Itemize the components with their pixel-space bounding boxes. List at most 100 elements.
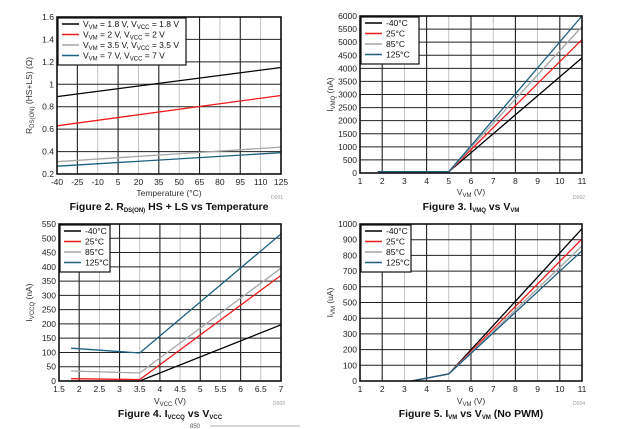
x-tick-label: 1 <box>358 384 363 394</box>
x-tick-label: 8 <box>513 384 518 394</box>
y-tick-label: 550 <box>42 219 56 229</box>
y-tick-label: 600 <box>343 282 357 292</box>
y-tick-label: 900 <box>343 235 357 245</box>
legend-box <box>360 224 412 273</box>
x-tick-label: 3 <box>402 384 407 394</box>
y-tick-label: 3500 <box>338 76 357 86</box>
x-axis-label: VVM (V) <box>457 187 486 199</box>
legend-entry-label: 85°C <box>386 39 405 49</box>
x-axis-label: Temperature (°C) <box>136 188 201 198</box>
legend-entry-label: 125°C <box>85 258 109 268</box>
y-tick-label: 0.2 <box>42 169 54 179</box>
x-tick-label: 10 <box>555 384 565 394</box>
x-tick-label: 7 <box>279 384 284 394</box>
y-tick-label: 200 <box>42 319 56 329</box>
x-tick-label: 4 <box>158 384 163 394</box>
y-tick-label: 50 <box>47 362 57 372</box>
y-tick-label: 1000 <box>338 219 357 229</box>
figure-code: D004 <box>573 401 585 407</box>
x-tick-label: 2 <box>77 384 82 394</box>
x-tick-label: 6 <box>469 176 474 186</box>
x-tick-label: -40 <box>51 177 64 187</box>
legend-box <box>57 17 187 66</box>
x-tick-label: 5 <box>116 177 121 187</box>
plot-frame <box>359 223 583 382</box>
series-line-125-c <box>377 15 583 173</box>
figure-caption: Figure 3. IVMQ vs VVM <box>423 201 520 214</box>
y-tick-label: 0 <box>51 376 56 386</box>
legend-entry-label: VVM = 7 V, VVCC = 7 V <box>83 51 165 63</box>
legend-entry-label: VVM = 3.5 V, VVCC = 3.5 V <box>83 40 179 52</box>
x-tick-label: 80 <box>215 177 225 187</box>
x-tick-label: 35 <box>154 177 164 187</box>
plot-frame <box>58 223 282 382</box>
x-tick-label: 11 <box>578 176 587 186</box>
y-tick-label: 300 <box>42 290 56 300</box>
y-tick-label: 5500 <box>338 24 357 34</box>
x-tick-label: 9 <box>535 384 540 394</box>
legend-entry-label: VVM = 1.8 V, VVCC = 1.8 V <box>83 19 179 31</box>
y-tick-label: 250 <box>42 305 56 315</box>
y-axis-label: IVCCQ (nA) <box>24 283 36 321</box>
x-axis-label: VVM (V) <box>457 396 486 408</box>
x-tick-label: 2 <box>380 176 385 186</box>
y-tick-label: 200 <box>343 345 357 355</box>
y-tick-label: 0 <box>352 376 357 386</box>
series-line-125-c <box>410 250 583 382</box>
x-tick-label: 4.5 <box>174 384 186 394</box>
x-tick-label: 7 <box>491 384 496 394</box>
y-tick-label: 2500 <box>338 103 357 113</box>
figure-code: D002 <box>573 195 585 201</box>
y-tick-label: 500 <box>343 298 357 308</box>
x-tick-label: 4 <box>424 384 429 394</box>
x-tick-label: -25 <box>71 177 84 187</box>
series-line-25-c <box>71 274 282 381</box>
footer-fragment: 850 <box>190 424 300 429</box>
series-line-vvm-2-v-vvcc-2-v <box>56 94 282 127</box>
y-axis-label: IVM (uA) <box>325 287 337 317</box>
x-tick-label: 6.5 <box>255 384 267 394</box>
y-tick-label: 1000 <box>338 142 357 152</box>
x-tick-label: 5 <box>446 176 451 186</box>
x-tick-label: 5 <box>446 384 451 394</box>
y-axis-label: IVMQ (nA) <box>325 77 337 112</box>
x-tick-label: 5 <box>198 384 203 394</box>
footer-fragment-text: 850 <box>190 424 201 429</box>
y-tick-label: 0.4 <box>42 147 54 157</box>
legend-entry-label: -40°C <box>386 18 408 28</box>
x-tick-label: 7 <box>491 176 496 186</box>
legend-entry-label: 25°C <box>85 237 104 247</box>
x-tick-label: 95 <box>236 177 246 187</box>
y-tick-label: 6000 <box>338 11 357 21</box>
x-tick-label: 3.5 <box>134 384 146 394</box>
y-tick-label: 350 <box>42 276 56 286</box>
figure-caption: Figure 4. IVCCQ vs VVCC <box>118 408 223 421</box>
y-tick-label: 800 <box>343 250 357 260</box>
legend-entry-label: 85°C <box>85 247 104 257</box>
y-tick-label: 4500 <box>338 50 357 60</box>
x-tick-label: 110 <box>254 177 268 187</box>
legend-entry-label: 25°C <box>386 29 405 39</box>
series-line-85-c <box>71 267 282 374</box>
y-tick-label: 400 <box>42 262 56 272</box>
x-tick-label: 20 <box>134 177 144 187</box>
x-tick-label: 1 <box>358 176 363 186</box>
x-tick-label: 6 <box>238 384 243 394</box>
y-tick-label: 0 <box>352 168 357 178</box>
x-tick-label: -10 <box>92 177 105 187</box>
series-line-vvm-3-5-v-vvcc-3-5-v <box>56 146 282 163</box>
x-tick-label: 50 <box>174 177 184 187</box>
y-tick-label: 3000 <box>338 90 357 100</box>
legend-entry-label: VVM = 2 V, VVCC = 2 V <box>83 30 165 42</box>
y-tick-label: 400 <box>343 313 357 323</box>
legend-entry-label: 125°C <box>386 50 410 60</box>
figure-3-ivmq-vs-vvm: 1 2 3 4 5 6 7 8 9 10 11 0 500 1000 1500 2000 2500 3000 350… <box>325 11 587 214</box>
figure-code: D003 <box>273 401 285 407</box>
legend-entry-label: 85°C <box>386 247 405 257</box>
legend-entry-label: 25°C <box>386 237 405 247</box>
y-tick-label: 100 <box>343 360 357 370</box>
figure-caption: Figure 5. IVM vs VVM (No PWM) <box>399 408 544 421</box>
x-tick-label: 1.5 <box>53 384 65 394</box>
